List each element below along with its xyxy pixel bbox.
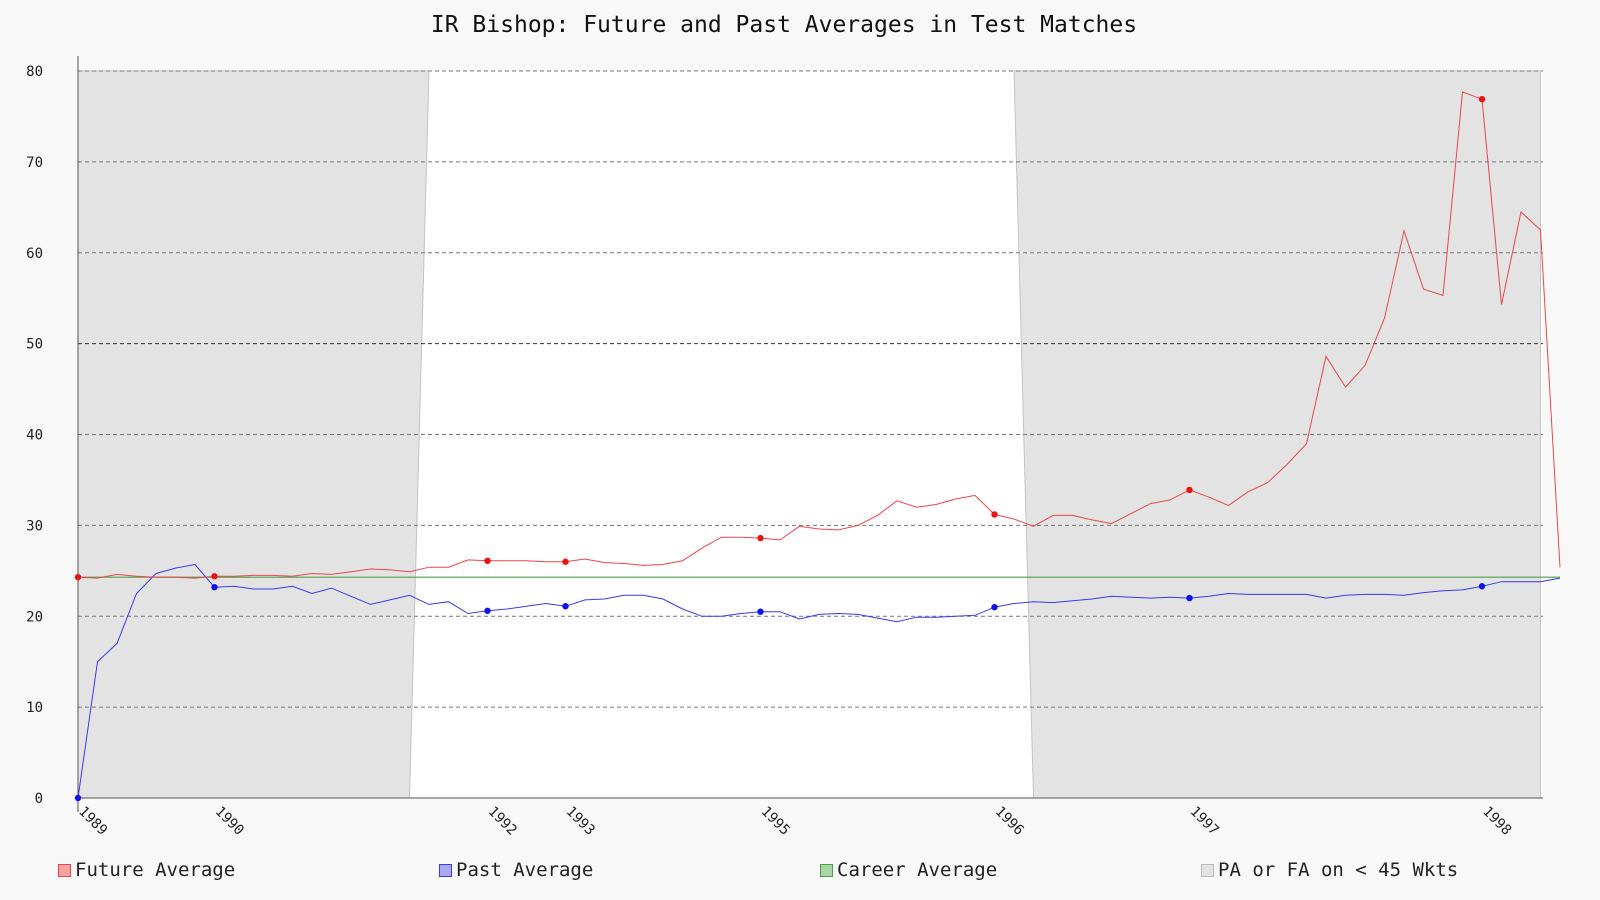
data-point-future-average xyxy=(211,573,218,580)
legend-item-future: Future Average xyxy=(58,858,235,882)
x-tick-label: 1996 xyxy=(992,804,1027,839)
y-tick-label: 0 xyxy=(35,791,43,807)
y-tick-label: 80 xyxy=(26,64,43,80)
legend-item-past: Past Average xyxy=(439,858,593,882)
legend-swatch-past xyxy=(439,864,452,877)
data-point-past-average xyxy=(484,607,491,614)
y-tick-label: 20 xyxy=(26,609,43,625)
x-tick-label: 1990 xyxy=(212,804,247,839)
x-tick-label: 1989 xyxy=(75,804,110,839)
legend-item-shaded: PA or FA on < 45 Wkts xyxy=(1201,858,1458,882)
y-tick-label: 10 xyxy=(26,700,43,716)
data-point-future-average xyxy=(991,511,998,518)
series-future-average xyxy=(77,91,1561,579)
x-tick-label: 1993 xyxy=(563,804,598,839)
data-point-past-average xyxy=(74,794,82,802)
legend-label-future: Future Average xyxy=(75,859,236,881)
legend-label-career: Career Average xyxy=(837,859,998,881)
data-point-past-average xyxy=(1478,583,1486,590)
legend-label-past: Past Average xyxy=(456,859,594,881)
legend-swatch-shaded xyxy=(1201,864,1214,877)
data-point-future-average xyxy=(484,557,491,565)
x-tick-label: 1992 xyxy=(485,804,520,839)
y-tick-label: 60 xyxy=(26,246,43,262)
data-point-past-average xyxy=(991,603,998,611)
chart-title: IR Bishop: Future and Past Averages in T… xyxy=(430,12,1138,38)
y-tick-label: 30 xyxy=(26,518,43,534)
x-tick-label: 1998 xyxy=(1479,804,1514,839)
y-tick-label: 50 xyxy=(26,337,43,353)
x-tick-label: 1995 xyxy=(758,804,793,839)
data-point-future-average xyxy=(74,573,82,581)
y-tick-label: 70 xyxy=(26,155,43,171)
data-point-past-average xyxy=(562,603,569,610)
data-point-future-average xyxy=(1186,486,1193,494)
legend-label-shaded: PA or FA on < 45 Wkts xyxy=(1218,859,1459,881)
data-point-future-average xyxy=(562,558,569,565)
data-point-past-average xyxy=(211,583,218,591)
legend-item-career: Career Average xyxy=(820,858,997,882)
legend-swatch-future xyxy=(58,864,71,877)
series-past-average xyxy=(77,563,1561,799)
data-point-future-average xyxy=(1478,95,1486,103)
y-tick-label: 40 xyxy=(26,428,43,444)
x-tick-label: 1997 xyxy=(1187,804,1222,839)
data-point-past-average xyxy=(757,608,764,615)
legend-swatch-career xyxy=(820,864,833,877)
data-point-past-average xyxy=(1186,594,1193,602)
data-point-future-average xyxy=(757,534,764,542)
